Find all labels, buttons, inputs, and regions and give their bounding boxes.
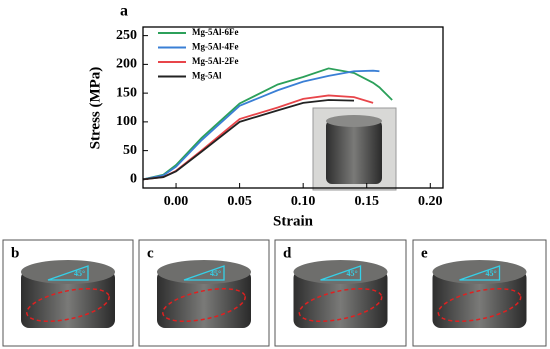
y-tick-label: 0	[130, 172, 137, 187]
shear-band	[162, 288, 246, 322]
series-line	[142, 69, 380, 181]
series-line	[142, 99, 355, 181]
angle-label: 45°	[486, 269, 497, 278]
legend-label: Mg-5Al-2Fe	[192, 56, 238, 66]
plot-frame	[142, 26, 444, 189]
angle-label: 45°	[74, 269, 85, 278]
specimen	[432, 270, 527, 328]
panel-label: c	[147, 245, 154, 261]
angle-marker	[459, 265, 501, 281]
specimen-top	[157, 260, 251, 284]
specimen	[21, 270, 115, 328]
x-tick-label: 0.10	[291, 194, 316, 209]
y-tick-label: 200	[116, 57, 137, 72]
y-tick-label: 250	[116, 28, 137, 43]
panel-label: e	[421, 245, 428, 261]
angle-label: 45°	[210, 269, 221, 278]
shear-band	[298, 288, 383, 322]
series-line	[142, 67, 393, 181]
x-tick-label: 0.00	[164, 194, 189, 209]
panel-label: a	[120, 3, 128, 20]
angle-marker	[320, 265, 362, 281]
y-tick-label: 150	[116, 85, 137, 100]
angle-label: 45°	[347, 269, 358, 278]
x-tick-label: 0.20	[418, 194, 443, 209]
angle-marker	[47, 265, 89, 281]
specimen	[157, 270, 251, 328]
legend-label: Mg-5Al-6Fe	[192, 27, 238, 37]
panel-label: d	[283, 245, 292, 261]
x-tick-label: 0.05	[227, 194, 252, 209]
panel-label: b	[11, 245, 19, 261]
shear-band	[437, 288, 522, 322]
shear-band	[26, 288, 110, 322]
specimen	[293, 270, 388, 328]
angle-marker	[183, 265, 225, 281]
specimen-top	[21, 260, 115, 284]
x-axis-label: Strain	[273, 213, 314, 229]
legend-label: Mg-5Al-4Fe	[192, 42, 238, 52]
legend-label: Mg-5Al	[192, 71, 222, 81]
y-tick-label: 100	[116, 114, 137, 129]
specimen-top	[293, 260, 388, 284]
x-tick-label: 0.15	[354, 194, 379, 209]
y-tick-label: 50	[123, 143, 137, 158]
specimen-top	[432, 260, 527, 284]
y-axis-label: Stress (MPa)	[87, 67, 103, 150]
inset-photo	[312, 107, 397, 191]
